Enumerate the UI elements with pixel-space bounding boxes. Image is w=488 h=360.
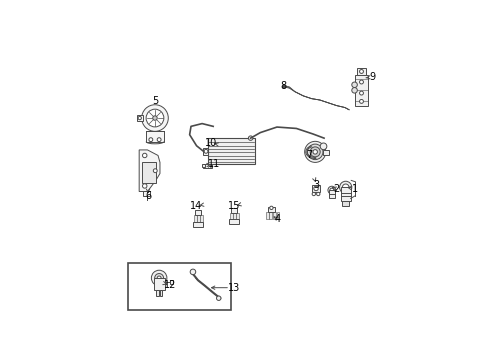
Bar: [272, 212, 275, 220]
Circle shape: [320, 143, 326, 150]
Bar: [153, 278, 164, 290]
Circle shape: [351, 82, 357, 87]
Text: 6: 6: [144, 191, 151, 201]
Circle shape: [359, 91, 363, 95]
Circle shape: [157, 276, 161, 280]
Bar: [203, 148, 208, 155]
Circle shape: [316, 192, 319, 195]
Bar: [233, 213, 235, 220]
Polygon shape: [139, 150, 160, 192]
Circle shape: [154, 274, 163, 283]
Circle shape: [216, 296, 221, 301]
Bar: [142, 162, 156, 183]
Circle shape: [138, 116, 141, 120]
Circle shape: [157, 138, 161, 141]
Bar: [137, 115, 142, 121]
Circle shape: [313, 186, 318, 191]
Circle shape: [304, 141, 325, 162]
Text: 11: 11: [208, 159, 220, 169]
Circle shape: [282, 85, 285, 88]
Circle shape: [339, 181, 351, 193]
Bar: [193, 215, 196, 222]
Text: 2: 2: [333, 184, 339, 194]
Bar: [128, 263, 230, 310]
Bar: [322, 150, 328, 155]
Circle shape: [269, 206, 272, 210]
Text: 3: 3: [313, 180, 319, 190]
Bar: [207, 138, 254, 165]
Circle shape: [142, 105, 168, 131]
Bar: [328, 190, 334, 198]
Circle shape: [153, 169, 157, 173]
Text: 10: 10: [204, 138, 217, 148]
Circle shape: [359, 99, 363, 103]
Bar: [340, 187, 350, 201]
Bar: [229, 213, 232, 220]
Bar: [357, 68, 365, 75]
Text: 9: 9: [369, 72, 375, 82]
Text: 8: 8: [280, 81, 286, 91]
Circle shape: [329, 188, 333, 192]
Bar: [160, 290, 162, 296]
Circle shape: [151, 270, 166, 286]
Bar: [193, 222, 203, 227]
Circle shape: [248, 136, 252, 140]
Bar: [342, 201, 348, 206]
Bar: [354, 75, 367, 105]
Bar: [265, 212, 268, 220]
Text: 13: 13: [227, 283, 240, 293]
Text: 7: 7: [305, 150, 312, 159]
Bar: [200, 215, 203, 222]
Circle shape: [311, 192, 315, 195]
Bar: [236, 213, 239, 220]
Text: 14: 14: [189, 201, 202, 211]
Circle shape: [148, 138, 152, 141]
Bar: [231, 208, 236, 213]
Text: 4: 4: [274, 214, 280, 224]
Text: 15: 15: [228, 201, 240, 211]
Bar: [197, 215, 200, 222]
Circle shape: [203, 149, 207, 153]
Circle shape: [359, 69, 363, 73]
Circle shape: [309, 147, 320, 157]
Text: 1: 1: [352, 184, 358, 194]
Circle shape: [327, 186, 335, 194]
Bar: [311, 185, 320, 192]
Bar: [202, 164, 204, 167]
Bar: [269, 212, 272, 220]
Bar: [267, 207, 275, 212]
Circle shape: [307, 144, 322, 159]
Bar: [203, 163, 211, 168]
Bar: [146, 131, 163, 141]
Bar: [195, 210, 200, 215]
Circle shape: [359, 80, 363, 84]
Text: 12: 12: [163, 280, 176, 290]
Bar: [169, 280, 173, 284]
Bar: [143, 191, 150, 195]
Bar: [228, 220, 239, 225]
Circle shape: [351, 87, 357, 93]
Circle shape: [146, 109, 163, 127]
Circle shape: [142, 184, 146, 188]
Circle shape: [342, 184, 348, 191]
Bar: [156, 290, 158, 296]
Circle shape: [152, 116, 157, 120]
Bar: [276, 212, 279, 220]
Circle shape: [142, 153, 146, 158]
Circle shape: [190, 269, 195, 275]
Circle shape: [312, 150, 317, 154]
Text: 5: 5: [152, 96, 159, 107]
